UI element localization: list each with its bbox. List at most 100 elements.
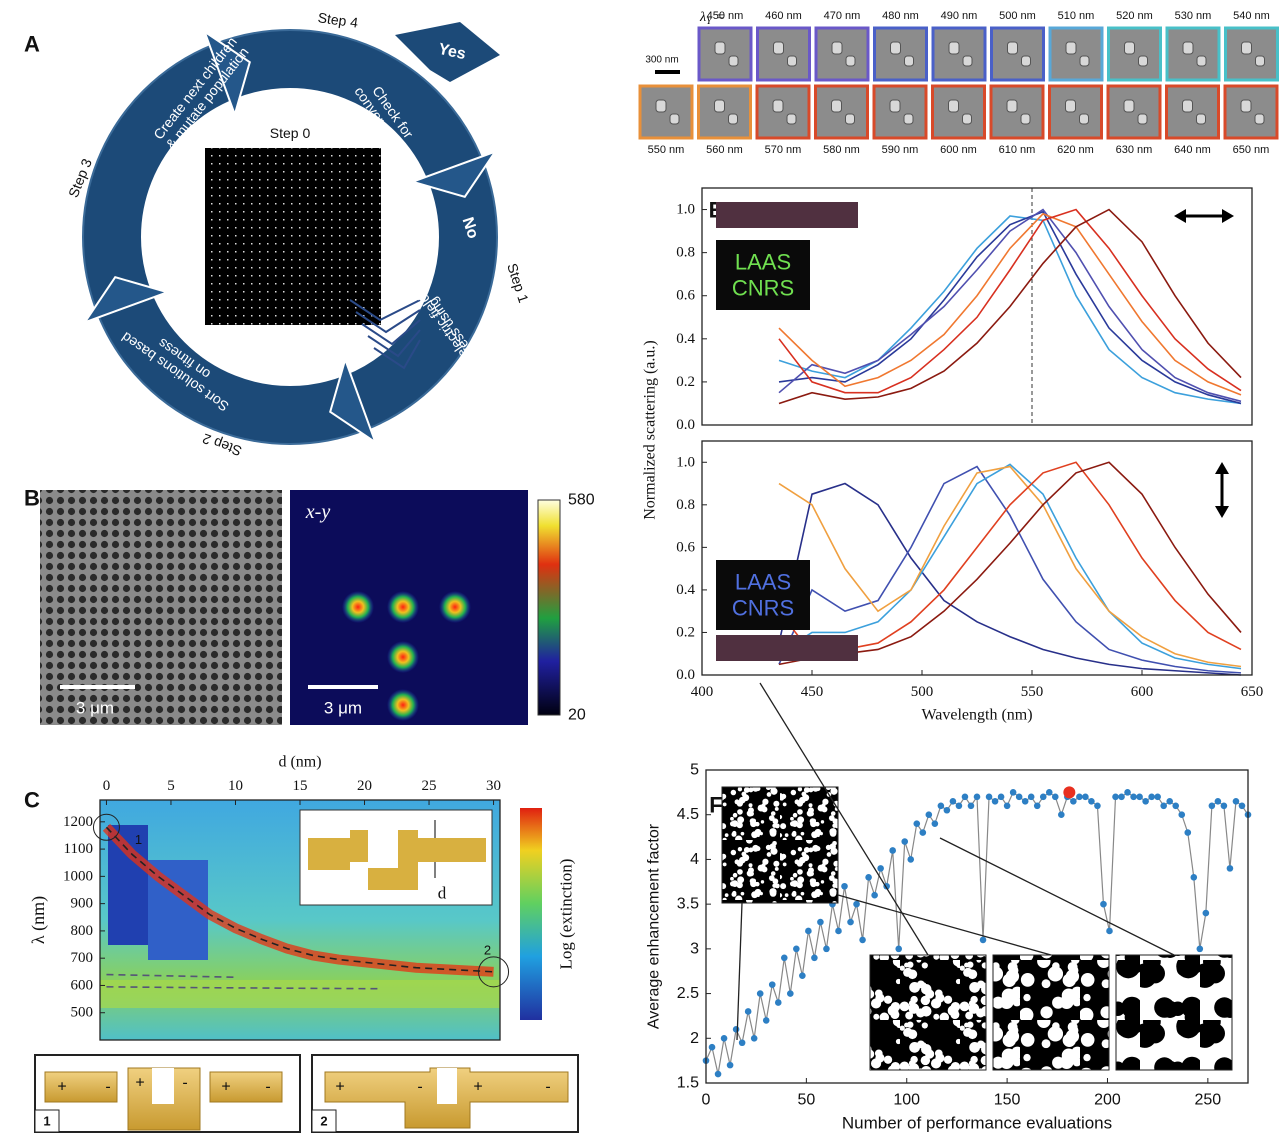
data-point bbox=[919, 829, 927, 836]
series-line bbox=[778, 463, 1242, 670]
pattern-inset bbox=[992, 954, 1110, 1071]
y-tick-label: 0.2 bbox=[676, 374, 695, 390]
colorbar bbox=[537, 499, 561, 716]
wavelength-label: 600 nm bbox=[940, 144, 977, 156]
charge: + bbox=[135, 1075, 144, 1092]
chevron bbox=[367, 329, 421, 358]
data-point bbox=[937, 802, 945, 810]
x-tick-label: 250 bbox=[1195, 1092, 1222, 1109]
data-point bbox=[985, 793, 993, 801]
x-tick-label: 450 bbox=[801, 684, 824, 700]
data-point bbox=[1039, 793, 1047, 801]
particle bbox=[1138, 55, 1148, 67]
data-point bbox=[780, 954, 788, 962]
data-point bbox=[853, 900, 860, 908]
x-tick-label: 200 bbox=[1094, 1092, 1121, 1109]
y-tick-label: 0.8 bbox=[676, 497, 695, 513]
connector bbox=[939, 837, 1175, 956]
y-tick-label: 1.5 bbox=[677, 1075, 699, 1092]
annotation-circle bbox=[92, 813, 120, 841]
x-tick-label: 10 bbox=[228, 778, 243, 794]
sem-tile bbox=[814, 84, 869, 140]
field-spot bbox=[342, 591, 374, 623]
particle bbox=[1196, 55, 1207, 67]
colorbar bbox=[520, 808, 542, 1020]
particle bbox=[1079, 113, 1089, 125]
y-tick-label: 0.6 bbox=[676, 288, 695, 304]
colorbar-tick: 20 bbox=[568, 707, 586, 724]
x-axis-label: Wavelength (nm) bbox=[921, 707, 1032, 724]
data-point bbox=[967, 802, 975, 810]
particle bbox=[845, 55, 856, 67]
annotation: 2 bbox=[484, 942, 491, 957]
data-point bbox=[1130, 793, 1137, 801]
x-tick-label: 100 bbox=[893, 1092, 920, 1109]
data-point bbox=[931, 820, 939, 827]
wavelength-label: 530 nm bbox=[1175, 10, 1212, 22]
data-point bbox=[1088, 798, 1095, 805]
y-axis-label: Average enhancement factor bbox=[646, 823, 663, 1029]
charge: + bbox=[57, 1079, 66, 1096]
data-point bbox=[774, 999, 782, 1006]
data-point bbox=[805, 927, 812, 935]
wavelength-label: 520 nm bbox=[1116, 10, 1153, 22]
particle bbox=[845, 113, 855, 125]
panel-label: A bbox=[24, 32, 40, 57]
box-number-frame bbox=[34, 1109, 60, 1133]
charge: - bbox=[417, 1079, 422, 1096]
y-tick-label: 1200 bbox=[63, 814, 93, 830]
field-spot bbox=[387, 591, 419, 623]
data-point bbox=[1027, 793, 1035, 801]
particle bbox=[728, 55, 739, 67]
arrow-head bbox=[409, 149, 498, 198]
data-point bbox=[726, 1061, 734, 1069]
best-point bbox=[1063, 786, 1076, 799]
data-point bbox=[871, 891, 878, 899]
sem-tile bbox=[931, 26, 987, 82]
data-point bbox=[1051, 793, 1059, 801]
scale-label: 3 μm bbox=[324, 699, 362, 718]
data-point bbox=[768, 981, 776, 988]
charge: + bbox=[473, 1079, 482, 1096]
sem-tile bbox=[1224, 26, 1279, 82]
data-point bbox=[841, 882, 848, 890]
wavelength-label: 510 nm bbox=[1058, 10, 1095, 22]
particle bbox=[962, 55, 973, 67]
data-point bbox=[811, 954, 818, 962]
heatmap-cell bbox=[100, 980, 500, 1008]
data-point bbox=[913, 820, 921, 827]
inset-strip bbox=[716, 635, 858, 661]
x-tick-label: 400 bbox=[691, 684, 714, 700]
particle bbox=[669, 113, 680, 125]
data-point bbox=[997, 793, 1005, 801]
colorbar-tick: 580 bbox=[568, 492, 595, 509]
data-point bbox=[1009, 789, 1017, 796]
plot-frame bbox=[705, 769, 1249, 1084]
particle bbox=[1007, 41, 1018, 55]
chevron bbox=[355, 309, 421, 334]
field-spot bbox=[439, 591, 471, 623]
y-tick-label: 0.8 bbox=[676, 245, 695, 261]
label: No bbox=[459, 215, 482, 241]
data-point bbox=[1184, 829, 1192, 836]
charge: + bbox=[221, 1079, 230, 1096]
arrow-head bbox=[1215, 462, 1229, 474]
series-line bbox=[778, 208, 1242, 403]
particle bbox=[903, 113, 914, 125]
sem-tile bbox=[873, 26, 928, 82]
y-tick-label: 3 bbox=[690, 940, 699, 957]
data-point bbox=[1003, 802, 1011, 810]
particle bbox=[714, 41, 726, 55]
y-tick-label: 0.4 bbox=[676, 331, 695, 347]
data-point bbox=[865, 874, 872, 881]
data-point bbox=[835, 927, 842, 935]
particle bbox=[890, 41, 901, 55]
x-tick-label: 550 bbox=[1021, 684, 1044, 700]
particle bbox=[831, 41, 843, 55]
particle bbox=[728, 113, 738, 125]
sem-tile bbox=[1048, 26, 1104, 82]
particle bbox=[962, 113, 972, 125]
gold-block bbox=[44, 1071, 118, 1103]
y-tick-label: 600 bbox=[71, 977, 94, 993]
data-point bbox=[895, 945, 903, 953]
